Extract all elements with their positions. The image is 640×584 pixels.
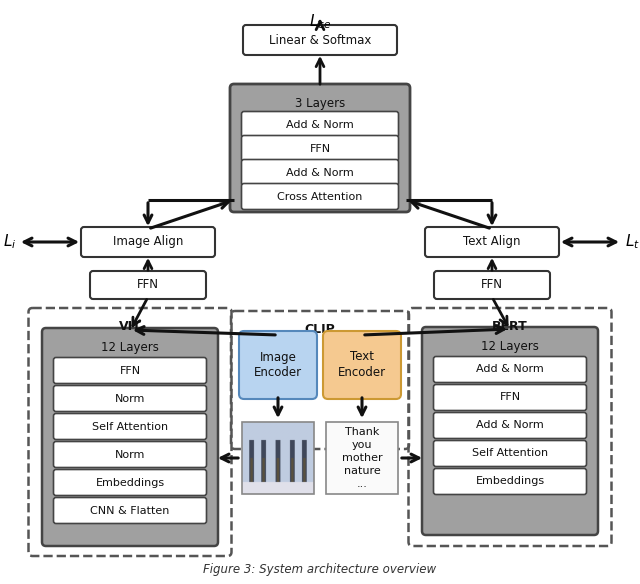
Text: 3 Layers: 3 Layers: [295, 97, 345, 110]
FancyBboxPatch shape: [241, 183, 399, 210]
FancyBboxPatch shape: [433, 468, 586, 495]
FancyBboxPatch shape: [42, 328, 218, 546]
FancyBboxPatch shape: [54, 442, 207, 468]
Text: FFN: FFN: [499, 392, 520, 402]
FancyBboxPatch shape: [433, 412, 586, 439]
Text: Add & Norm: Add & Norm: [286, 120, 354, 130]
Text: Self Attention: Self Attention: [472, 449, 548, 458]
FancyBboxPatch shape: [326, 422, 398, 494]
FancyBboxPatch shape: [241, 135, 399, 162]
Text: Text
Encoder: Text Encoder: [338, 350, 386, 380]
Text: BERT: BERT: [492, 320, 528, 333]
FancyBboxPatch shape: [243, 25, 397, 55]
Text: Image Align: Image Align: [113, 235, 183, 249]
Text: FFN: FFN: [309, 144, 331, 154]
Text: Linear & Softmax: Linear & Softmax: [269, 33, 371, 47]
FancyBboxPatch shape: [433, 440, 586, 467]
Text: Figure 3: System architecture overview: Figure 3: System architecture overview: [204, 563, 436, 576]
Text: Embeddings: Embeddings: [476, 477, 545, 486]
Text: FFN: FFN: [481, 279, 503, 291]
Text: Self Attention: Self Attention: [92, 422, 168, 432]
FancyBboxPatch shape: [54, 357, 207, 384]
FancyBboxPatch shape: [433, 384, 586, 411]
Text: Norm: Norm: [115, 394, 145, 404]
Text: Image
Encoder: Image Encoder: [254, 350, 302, 380]
FancyBboxPatch shape: [425, 227, 559, 257]
FancyBboxPatch shape: [241, 159, 399, 186]
FancyBboxPatch shape: [54, 470, 207, 495]
FancyBboxPatch shape: [422, 327, 598, 535]
FancyBboxPatch shape: [434, 271, 550, 299]
FancyBboxPatch shape: [54, 385, 207, 412]
Text: $L_t$: $L_t$: [625, 232, 639, 251]
Text: 12 Layers: 12 Layers: [101, 341, 159, 354]
Text: Thank
you
mother
nature
...: Thank you mother nature ...: [342, 426, 382, 489]
FancyBboxPatch shape: [323, 331, 401, 399]
Text: $L_i$: $L_i$: [3, 232, 17, 251]
Text: $L_{ce}$: $L_{ce}$: [308, 12, 332, 31]
Text: CLIP: CLIP: [305, 323, 335, 336]
FancyBboxPatch shape: [230, 84, 410, 212]
FancyBboxPatch shape: [81, 227, 215, 257]
FancyBboxPatch shape: [90, 271, 206, 299]
Text: Cross Attention: Cross Attention: [277, 192, 363, 201]
FancyBboxPatch shape: [241, 112, 399, 137]
Text: FFN: FFN: [137, 279, 159, 291]
Text: Add & Norm: Add & Norm: [476, 364, 544, 374]
FancyBboxPatch shape: [54, 413, 207, 440]
Text: Text Align: Text Align: [463, 235, 521, 249]
FancyBboxPatch shape: [54, 498, 207, 523]
Text: Norm: Norm: [115, 450, 145, 460]
FancyBboxPatch shape: [433, 356, 586, 383]
Text: VIT: VIT: [118, 320, 141, 333]
Text: CNN & Flatten: CNN & Flatten: [90, 506, 170, 516]
Text: Embeddings: Embeddings: [95, 478, 164, 488]
FancyBboxPatch shape: [239, 331, 317, 399]
Text: Add & Norm: Add & Norm: [286, 168, 354, 178]
Text: 12 Layers: 12 Layers: [481, 340, 539, 353]
Text: FFN: FFN: [120, 366, 141, 376]
Text: Add & Norm: Add & Norm: [476, 420, 544, 430]
